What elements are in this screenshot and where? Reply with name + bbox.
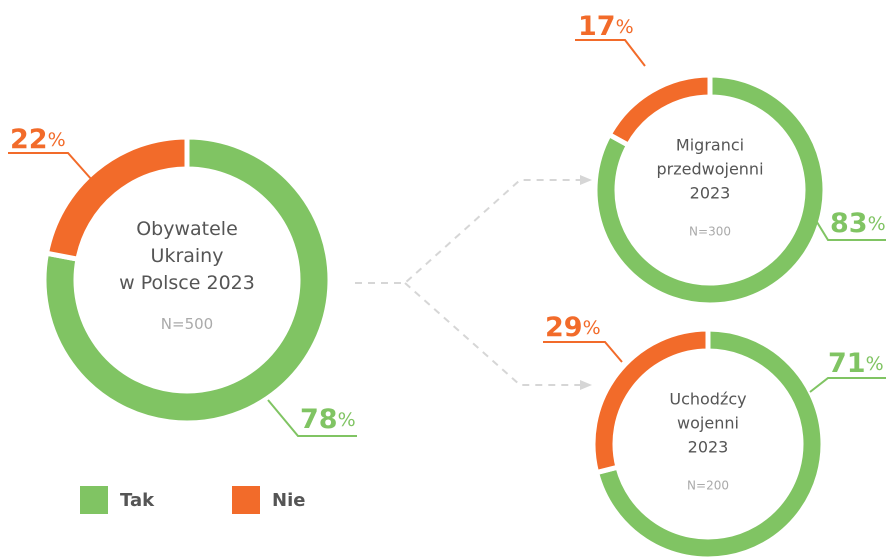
donut-title: Migranci bbox=[676, 136, 744, 155]
value-number: 22 bbox=[10, 124, 48, 155]
donut-title: 2023 bbox=[688, 438, 729, 457]
donut-title: wojenni bbox=[677, 414, 739, 433]
donut-title: w Polsce 2023 bbox=[119, 272, 255, 294]
connector-bottom bbox=[404, 282, 582, 386]
leader-line bbox=[8, 152, 93, 181]
value-number: 83 bbox=[830, 208, 868, 239]
donut-segment bbox=[605, 72, 713, 149]
donut-title: 2023 bbox=[690, 184, 731, 203]
value-number: 78 bbox=[300, 404, 338, 435]
connector bbox=[355, 179, 582, 386]
leader-line bbox=[575, 39, 646, 67]
value-label: 29% bbox=[545, 312, 601, 343]
value-number: 17 bbox=[578, 11, 616, 42]
arrowheads bbox=[580, 175, 592, 390]
value-label: 71% bbox=[828, 348, 884, 379]
donut-title: Ukrainy bbox=[151, 245, 224, 267]
value-unit: % bbox=[868, 213, 886, 235]
value-number: 71 bbox=[828, 348, 866, 379]
leader-line bbox=[811, 213, 886, 241]
donut-segment bbox=[592, 72, 828, 308]
arrowhead bbox=[580, 175, 592, 185]
connector-top bbox=[355, 179, 582, 284]
donut-title: Obywatele bbox=[136, 218, 238, 240]
legend-swatch bbox=[232, 486, 260, 514]
value-unit: % bbox=[338, 409, 356, 431]
donut-subtitle: N=500 bbox=[161, 315, 213, 333]
value-unit: % bbox=[616, 16, 634, 38]
arrowhead bbox=[580, 380, 592, 390]
donut-subtitle: N=300 bbox=[689, 225, 731, 239]
value-number: 29 bbox=[545, 312, 583, 343]
value-label: 83% bbox=[830, 208, 886, 239]
value-unit: % bbox=[48, 129, 66, 151]
leader-line bbox=[809, 377, 886, 393]
value-label: 78% bbox=[300, 404, 356, 435]
value-label: 17% bbox=[578, 11, 634, 42]
donut-subtitle: N=200 bbox=[687, 479, 729, 493]
donut-segment bbox=[590, 326, 711, 476]
donut-segment bbox=[41, 134, 333, 426]
value-unit: % bbox=[866, 353, 884, 375]
donut-segment bbox=[593, 326, 826, 559]
leader-line bbox=[267, 399, 357, 437]
value-unit: % bbox=[583, 317, 601, 339]
legend-label: Nie bbox=[272, 490, 305, 511]
donut-title: przedwojenni bbox=[656, 160, 763, 179]
legend-label: Tak bbox=[120, 490, 155, 511]
donut-title: Uchodźcy bbox=[669, 390, 746, 409]
donut-segment bbox=[43, 134, 190, 263]
leader-line bbox=[543, 341, 623, 363]
value-label: 22% bbox=[10, 124, 66, 155]
legend-swatch bbox=[80, 486, 108, 514]
